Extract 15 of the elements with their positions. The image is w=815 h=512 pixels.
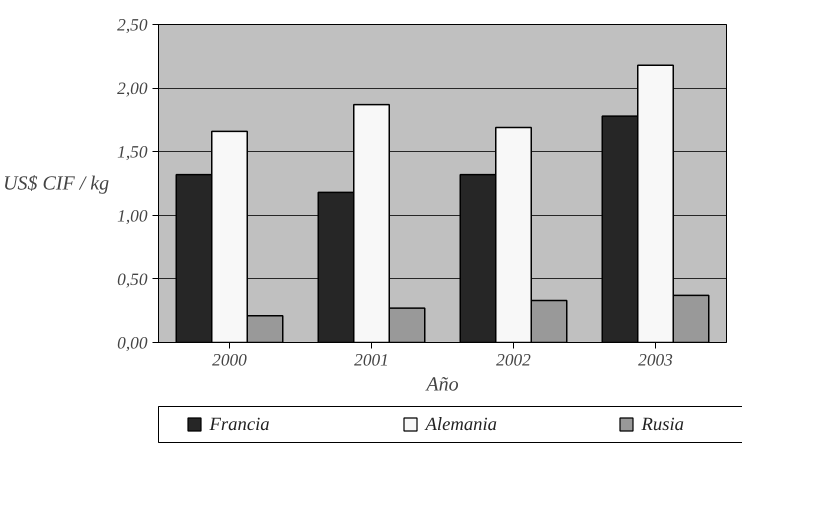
- y-tick-label: 2,00: [117, 79, 148, 98]
- x-tick-label: 2000: [212, 350, 248, 370]
- x-axis-title: Año: [424, 374, 459, 396]
- y-axis-title: US$ CIF / kg: [3, 172, 110, 194]
- y-tick-label: 0,00: [117, 334, 148, 352]
- legend-label: Rusia: [640, 414, 684, 435]
- y-tick-label: 2,50: [117, 16, 148, 34]
- y-tick-label: 1,00: [117, 206, 148, 226]
- y-tick-label: 0,50: [117, 270, 148, 289]
- x-tick-label: 2003: [638, 350, 674, 370]
- legend-label: Alemania: [424, 414, 498, 435]
- y-tick-label: 1,50: [117, 142, 148, 162]
- legend-label: Francia: [208, 414, 270, 435]
- x-tick-label: 2002: [496, 350, 532, 370]
- x-tick-label: 2001: [354, 350, 389, 370]
